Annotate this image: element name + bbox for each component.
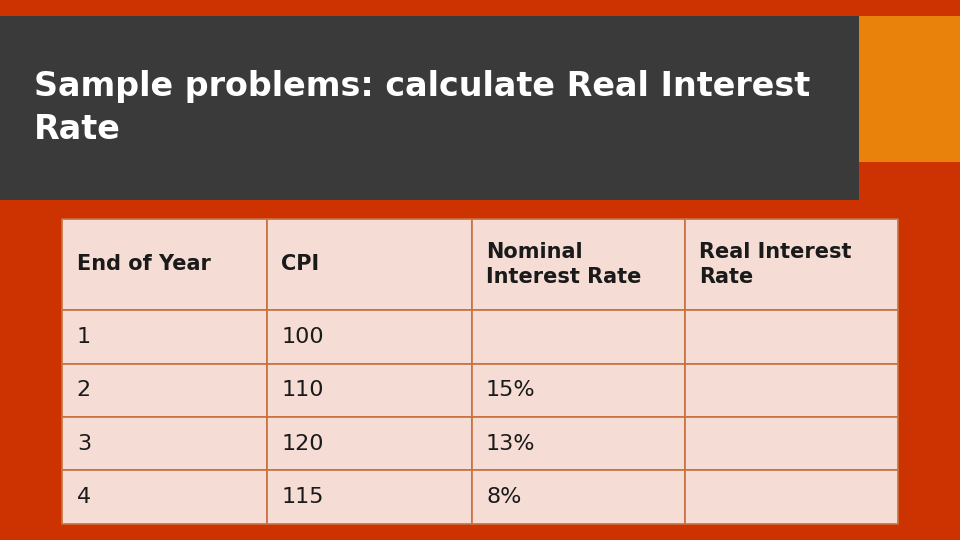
Text: 115: 115	[281, 487, 324, 507]
FancyBboxPatch shape	[684, 470, 898, 524]
Text: Nominal
Interest Rate: Nominal Interest Rate	[486, 242, 641, 287]
FancyBboxPatch shape	[684, 363, 898, 417]
Text: 8%: 8%	[486, 487, 521, 507]
FancyBboxPatch shape	[267, 310, 471, 363]
FancyBboxPatch shape	[471, 310, 684, 363]
FancyBboxPatch shape	[267, 219, 471, 310]
Text: Real Interest
Rate: Real Interest Rate	[699, 242, 852, 287]
Text: 120: 120	[281, 434, 324, 454]
FancyBboxPatch shape	[62, 310, 267, 363]
FancyBboxPatch shape	[471, 219, 684, 310]
Text: 2: 2	[77, 380, 91, 400]
FancyBboxPatch shape	[471, 470, 684, 524]
Text: 4: 4	[77, 487, 91, 507]
FancyBboxPatch shape	[267, 363, 471, 417]
Text: 100: 100	[281, 327, 324, 347]
Text: CPI: CPI	[281, 254, 320, 274]
Text: 3: 3	[77, 434, 91, 454]
Text: 15%: 15%	[486, 380, 536, 400]
FancyBboxPatch shape	[0, 16, 859, 200]
Text: 13%: 13%	[486, 434, 536, 454]
FancyBboxPatch shape	[859, 16, 960, 162]
Text: Sample problems: calculate Real Interest
Rate: Sample problems: calculate Real Interest…	[34, 70, 810, 146]
FancyBboxPatch shape	[267, 417, 471, 470]
Text: 110: 110	[281, 380, 324, 400]
FancyBboxPatch shape	[62, 417, 267, 470]
FancyBboxPatch shape	[267, 470, 471, 524]
Text: 1: 1	[77, 327, 91, 347]
FancyBboxPatch shape	[684, 310, 898, 363]
FancyBboxPatch shape	[684, 417, 898, 470]
FancyBboxPatch shape	[62, 470, 267, 524]
Text: End of Year: End of Year	[77, 254, 210, 274]
FancyBboxPatch shape	[62, 219, 267, 310]
FancyBboxPatch shape	[684, 219, 898, 310]
FancyBboxPatch shape	[471, 363, 684, 417]
FancyBboxPatch shape	[62, 363, 267, 417]
FancyBboxPatch shape	[471, 417, 684, 470]
